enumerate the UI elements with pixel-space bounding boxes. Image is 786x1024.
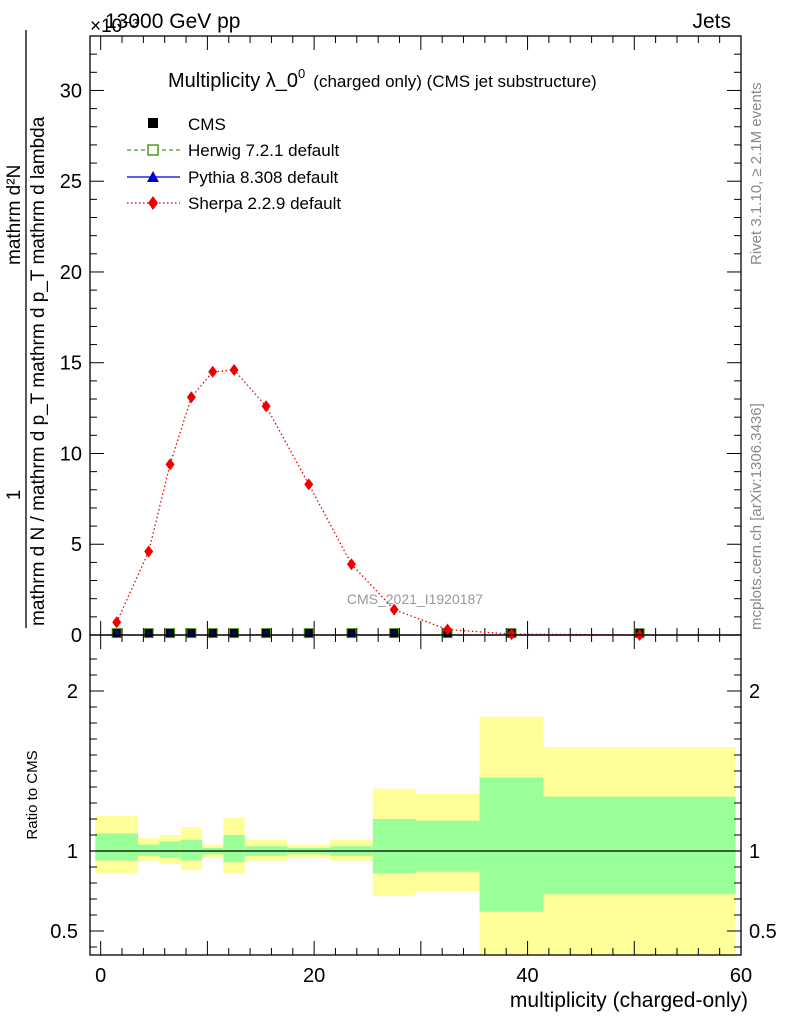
sherpa-point: [346, 558, 356, 571]
ratio-inner-band: [372, 819, 416, 874]
ratio-inner-band: [479, 777, 544, 912]
main-title-text: Multiplicity λ_0: [168, 70, 298, 92]
legend-label-sherpa: Sherpa 2.2.9 default: [188, 194, 341, 213]
main-title-superscript: 0: [298, 66, 305, 81]
main-ylabel-denominator: mathrm d N / mathrm d p_T mathrm d p_T m…: [28, 116, 49, 626]
rivet-label: Rivet 3.1.10, ≥ 2.1M events: [748, 83, 765, 266]
sherpa-point: [112, 616, 122, 629]
sherpa-point: [229, 363, 239, 376]
ratio-inner-band: [95, 833, 139, 861]
ratio-xtick-label: 0: [95, 965, 106, 987]
main-ylabel-alt: mathrm d²N: [4, 165, 25, 265]
pythia-point: [230, 629, 239, 637]
legend: CMS Herwig 7.2.1 default Pythia 8.308 de…: [127, 115, 341, 213]
ratio-ytick-label: 2: [67, 681, 78, 703]
ratio-bands-layer: [90, 716, 741, 955]
analysis-watermark: CMS_2021_I1920187: [347, 591, 483, 607]
sherpa-point: [165, 458, 175, 471]
ratio-inner-band: [138, 844, 160, 856]
sherpa-point: [304, 478, 314, 491]
legend-marker-pythia: [147, 171, 159, 182]
ratio-inner-band: [543, 796, 736, 895]
ratio-ytick-label: 0.5: [50, 921, 78, 943]
main-data-layer: [111, 363, 645, 641]
ratio-ylabel: Ratio to CMS: [24, 750, 41, 839]
legend-marker-sherpa: [148, 196, 158, 210]
ratio-plot-frame: [89, 634, 742, 956]
main-title: Multiplicity λ_00 (charged only) (CMS jet…: [168, 66, 597, 92]
pythia-point: [166, 629, 175, 637]
sherpa-point: [186, 391, 196, 404]
ratio-ytick-label-right: 2: [749, 681, 760, 703]
main-ytick-label: 30: [60, 80, 82, 102]
main-ytick-label: 20: [60, 262, 82, 284]
ratio-ytick-label: 1: [67, 841, 78, 863]
ratio-ytick-label-right: 1: [749, 841, 760, 863]
ratio-xtick-label: 60: [730, 965, 752, 987]
ratio-xtick-label: 20: [303, 965, 325, 987]
pythia-point: [144, 629, 153, 637]
main-title-subtitle: (charged only) (CMS jet substructure): [313, 72, 596, 91]
main-y-axis: 0 5 10 15 20 25 30: [60, 35, 741, 647]
main-ytick-label: 25: [60, 171, 82, 193]
legend-marker-herwig: [147, 144, 159, 156]
ratio-y-axis: 0.5 0.5 1 1 2 2: [50, 658, 777, 948]
ratio-inner-band: [223, 835, 245, 863]
header-energy: 13000 GeV pp: [105, 10, 240, 33]
main-ytick-label: 5: [71, 534, 82, 556]
sherpa-point: [208, 365, 218, 378]
main-x-axis: [100, 36, 742, 635]
sherpa-point: [389, 603, 399, 616]
mcplots-label: mcplots.cern.ch [arXiv:1306.3436]: [748, 403, 765, 630]
legend-marker-cms: [148, 118, 158, 128]
pythia-point: [187, 629, 196, 637]
sherpa-point: [443, 623, 453, 636]
pythia-point: [347, 629, 356, 637]
ratio-x-axis: 0 20 40 60: [95, 635, 752, 987]
main-ylabel-numerator: 1: [4, 490, 25, 501]
ratio-inner-band: [415, 820, 480, 872]
legend-label-cms: CMS: [188, 115, 226, 134]
legend-label-pythia: Pythia 8.308 default: [188, 168, 339, 187]
ratio-xtick-label: 40: [516, 965, 538, 987]
pythia-point: [390, 629, 399, 637]
header-exponent: ×10⁻³: [90, 16, 139, 37]
main-ytick-label: 15: [60, 353, 82, 375]
main-ytick-label: 10: [60, 443, 82, 465]
pythia-point: [304, 629, 313, 637]
main-ytick-label: 0: [71, 625, 82, 647]
sherpa-point: [507, 628, 517, 641]
sherpa-point: [261, 400, 271, 413]
pythia-point: [262, 629, 271, 637]
pythia-point: [112, 629, 121, 637]
ratio-ytick-label-right: 0.5: [749, 921, 777, 943]
ratio-inner-band: [180, 839, 203, 861]
ratio-inner-band: [159, 841, 181, 858]
header-jets: Jets: [692, 10, 731, 33]
pythia-point: [208, 629, 217, 637]
sherpa-point: [144, 545, 154, 558]
ratio-xlabel: multiplicity (charged-only): [510, 989, 748, 1012]
legend-label-herwig: Herwig 7.2.1 default: [188, 141, 339, 160]
